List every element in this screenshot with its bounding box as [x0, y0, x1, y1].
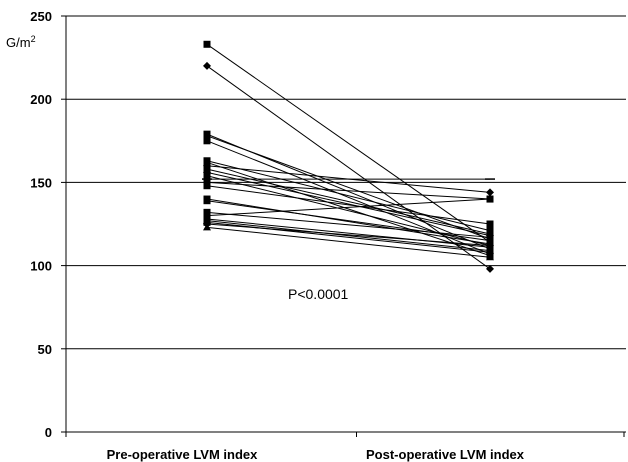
- patient-series: [203, 220, 494, 250]
- diamond-marker: [486, 241, 494, 250]
- square-marker: [203, 172, 211, 180]
- series-line: [206, 181, 491, 200]
- series-line: [206, 200, 491, 242]
- y-tick-label: 150: [30, 175, 52, 190]
- series-line: [206, 223, 491, 247]
- series-line: [206, 168, 491, 235]
- series-line: [206, 198, 491, 245]
- series-line: [206, 43, 491, 243]
- square-marker: [203, 40, 211, 48]
- square-marker: [203, 137, 211, 145]
- series-line: [206, 185, 491, 225]
- patient-series: [203, 137, 494, 258]
- series-lines: [202, 40, 495, 273]
- y-axis-unit-label: G/m2: [6, 34, 36, 50]
- patient-series: [203, 40, 494, 246]
- x-category-label: Post-operative LVM index: [366, 447, 525, 462]
- patient-series: [203, 132, 494, 243]
- y-tick-label: 250: [30, 9, 52, 24]
- y-tick-label: 0: [45, 425, 52, 440]
- square-marker: [486, 220, 494, 228]
- square-marker: [486, 248, 494, 256]
- series-line: [206, 171, 491, 237]
- x-category-label: Pre-operative LVM index: [107, 447, 259, 462]
- y-tick-label: 100: [30, 259, 52, 274]
- series-line: [206, 211, 491, 238]
- series-line: [206, 218, 491, 248]
- square-marker: [203, 132, 211, 140]
- patient-series: [203, 182, 494, 228]
- triangle-marker: [203, 223, 211, 231]
- diamond-marker: [486, 188, 494, 197]
- gridlines: [66, 15, 626, 350]
- triangle-marker: [486, 253, 494, 261]
- series-line: [206, 198, 491, 217]
- square-marker: [486, 233, 494, 241]
- y-tick-label: 200: [30, 92, 52, 107]
- series-line: [206, 135, 491, 240]
- diamond-marker: [486, 264, 494, 273]
- series-line: [206, 226, 491, 258]
- y-tick-label: 50: [38, 342, 52, 357]
- axes: [61, 15, 626, 437]
- diamond-marker: [203, 61, 211, 70]
- series-line: [206, 220, 491, 252]
- series-line: [206, 160, 491, 232]
- x-category-labels: Pre-operative LVM index Post-operative LV…: [107, 447, 525, 462]
- series-line: [206, 65, 491, 270]
- p-value-annotation: P<0.0001: [288, 286, 349, 302]
- y-tick-labels: 0 50 100 150 200 250: [30, 9, 52, 440]
- patient-series: [203, 61, 494, 273]
- square-marker: [203, 182, 211, 190]
- square-marker: [203, 197, 211, 205]
- series-line: [206, 140, 491, 255]
- patient-series: [203, 223, 494, 261]
- series-line: [206, 161, 491, 257]
- square-marker: [486, 195, 494, 203]
- patient-series: [203, 158, 494, 260]
